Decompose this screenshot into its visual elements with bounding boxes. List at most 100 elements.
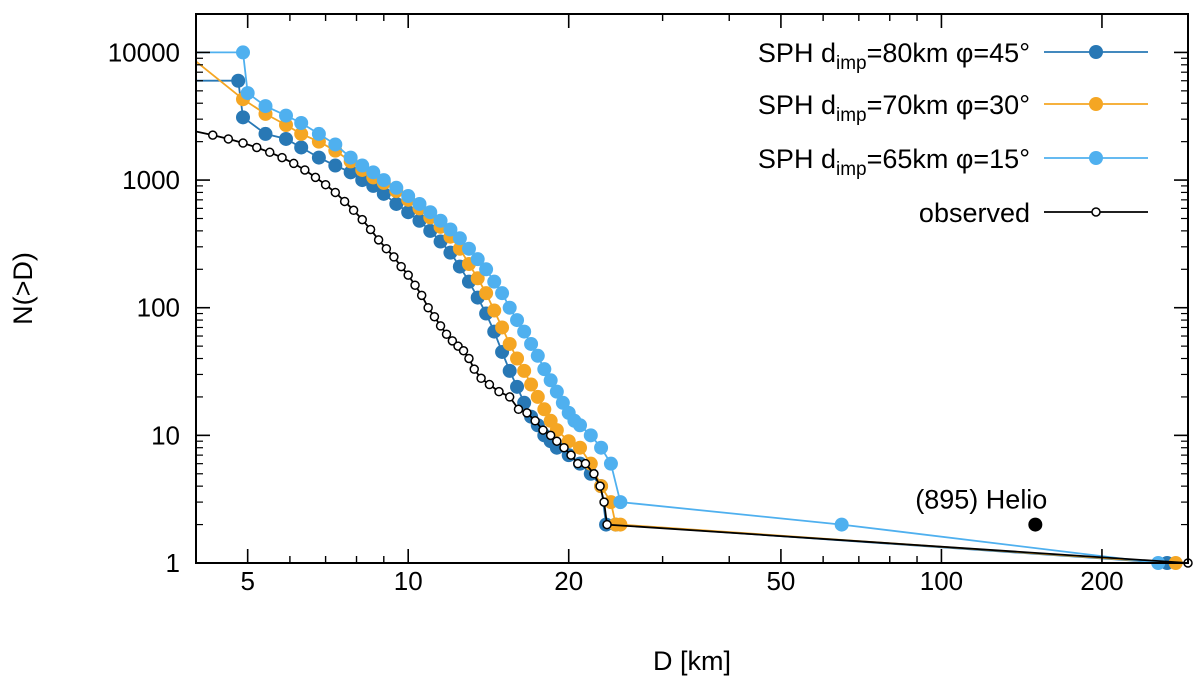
data-point [517,363,532,378]
data-point [396,261,406,272]
legend-label-subscript: imp [836,105,867,126]
x-axis-title: D [km] [653,646,731,676]
data-point [403,270,413,280]
legend-label: SPH dimp=80km φ=45° [758,38,1030,74]
y-axis-title: N(>D) [8,252,38,325]
data-point [537,402,552,417]
data-point [470,271,485,286]
data-point [328,158,343,173]
y-tick-label: 10 [151,420,180,450]
data-point [412,213,427,228]
data-point [429,311,440,322]
data-point [443,222,458,237]
data-point [433,213,448,228]
series-2 [196,45,1166,570]
data-point [258,99,273,114]
data-point [513,404,524,415]
legend-label-prefix: observed [919,198,1030,228]
data-point [510,379,525,394]
data-point [311,126,326,141]
data-point [504,392,515,402]
data-point [555,395,570,410]
data-point [464,353,474,364]
data-point [339,196,350,207]
data-point [401,205,416,220]
data-point [487,303,502,318]
data-point [252,142,262,153]
data-point [435,321,446,331]
data-point [258,126,273,141]
data-point [376,173,391,188]
data-point [441,329,452,339]
data-point [288,158,299,169]
y-tick-label: 1000 [122,165,180,195]
data-point [410,280,420,290]
y-tick-label: 1 [166,548,180,578]
data-point [495,320,510,335]
data-point [559,442,569,453]
data-point [545,430,556,441]
data-point [502,363,517,378]
data-point [543,373,558,388]
data-point [573,458,583,469]
data-point [484,379,495,390]
y-tick-label: 100 [137,293,180,323]
legend-swatch-marker [1091,207,1101,217]
data-point [495,286,510,301]
data-point [589,469,599,479]
data-point [207,130,218,140]
x-tick-label: 10 [394,566,423,596]
annotation-label: (895) Helio [915,485,1047,515]
data-point [603,456,618,471]
data-point [566,450,576,460]
plot-frame [195,13,1189,564]
legend-label-suffix: =80km φ=45° [867,38,1030,68]
data-point [494,386,504,397]
data-point [423,205,438,220]
data-point [583,428,598,443]
data-point [613,495,628,510]
legend-label-suffix: =70km φ=30° [867,90,1030,120]
data-point [294,126,309,141]
data-point [479,286,494,301]
data-point [343,165,358,180]
data-point [416,290,427,301]
legend: SPH dimp=80km φ=45°SPH dimp=70km φ=30°SP… [758,38,1148,228]
axis-ticks: 5 10 20 50 100 200 1 10 100 1000 10000 [108,14,1188,596]
data-point [552,436,562,446]
data-point [580,458,591,469]
data-point [595,481,605,491]
data-point [238,138,248,148]
x-tick-label: 100 [920,566,963,596]
legend-label-subscript: imp [836,159,867,180]
x-tick-label: 50 [766,566,795,596]
data-point [479,262,494,277]
data-point [502,336,517,351]
data-point [357,214,367,225]
legend-label: SPH dimp=70km φ=30° [758,90,1030,126]
data-point [223,134,234,144]
data-point [389,196,404,211]
legend-label-prefix: SPH d [758,144,836,174]
data-point [231,73,246,88]
legend-swatch-marker [1089,97,1103,111]
data-point [834,517,849,532]
data-point [373,235,384,245]
data-point [412,196,427,211]
legend-swatch-marker [1089,151,1103,165]
series-3 [195,130,1193,568]
data-point [524,336,539,351]
data-point [366,165,381,180]
data-point [502,300,517,315]
data-point [613,517,628,532]
data-point [294,140,309,155]
data-point [343,150,358,165]
data-point [240,86,255,101]
annotations: (895) Helio [915,485,1047,532]
data-point [476,373,486,384]
data-point [264,147,275,158]
data-point [522,408,532,418]
legend-label-suffix: =65km φ=15° [867,144,1030,174]
legend-label-subscript: imp [836,53,867,74]
